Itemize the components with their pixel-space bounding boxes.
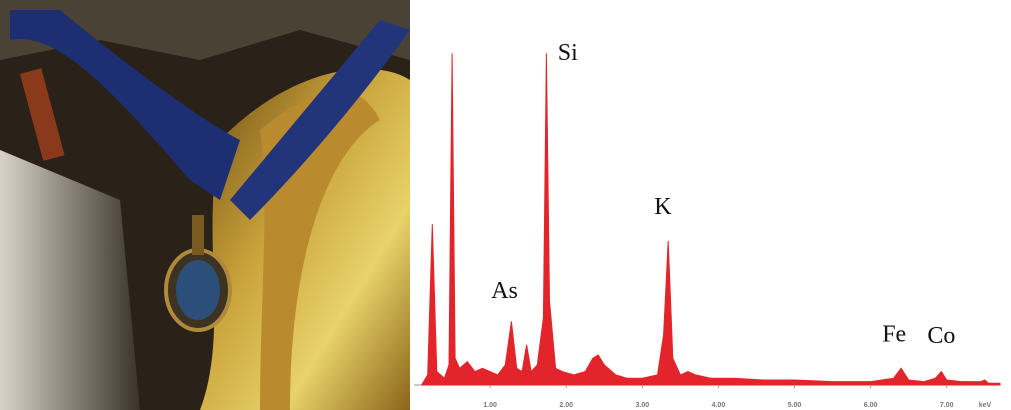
peak-label: As: [491, 278, 518, 304]
x-tick-label: 4.00: [712, 402, 726, 409]
peak-label: Fe: [882, 321, 906, 347]
x-tick-label: 2.00: [559, 402, 573, 409]
x-tick-label: 7.00: [940, 402, 954, 409]
peak-label: K: [654, 194, 672, 220]
x-tick-label: 1.00: [483, 402, 497, 409]
peak-label: Si: [558, 40, 578, 66]
x-axis-label: keV: [979, 402, 992, 409]
painting-detail: [0, 0, 410, 410]
x-tick-label: 6.00: [864, 402, 878, 409]
x-tick-label: 5.00: [788, 402, 802, 409]
peak-label: Co: [927, 323, 955, 349]
x-tick-label: 3.00: [635, 402, 649, 409]
spectrum: [420, 53, 1001, 386]
